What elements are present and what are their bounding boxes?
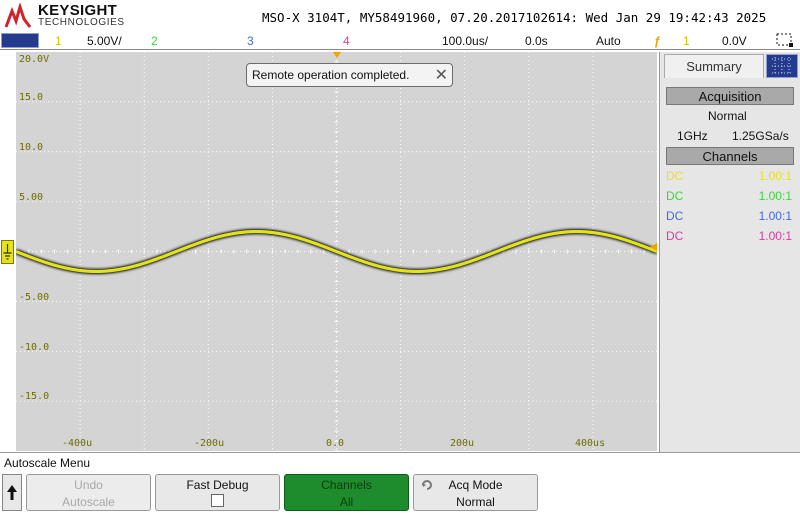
timebase-scale[interactable]: 100.0us/ — [442, 34, 489, 48]
x-label: -400u — [62, 438, 93, 449]
channel-row: DC 1.00:1 — [666, 228, 794, 246]
y-label: 5.00 — [19, 192, 44, 203]
waveform-display[interactable] — [16, 52, 657, 451]
softkey-label: Fast Debug — [186, 478, 249, 492]
tab-summary[interactable]: Summary — [664, 54, 764, 78]
ch3-label[interactable]: 3 — [247, 34, 254, 48]
ch2-coupling: DC — [666, 189, 684, 203]
notification-text: Remote operation completed. — [252, 68, 410, 82]
channel-row: DC 1.00:1 — [666, 208, 794, 226]
softkey-label: Acq Mode — [448, 478, 503, 492]
channel-row: DC 1.00:1 — [666, 168, 794, 186]
trigger-position-marker — [333, 52, 341, 58]
y-label: -5.00 — [19, 292, 50, 303]
instrument-info: MSO-X 3104T, MY58491960, 07.20.201710261… — [262, 10, 767, 25]
ch4-coupling: DC — [666, 229, 684, 243]
x-label: -200u — [194, 438, 225, 449]
grid-icon — [772, 57, 792, 75]
sample-rate-value: 1.25GSa/s — [732, 129, 789, 143]
ch2-label[interactable]: 2 — [151, 34, 158, 48]
brand-name: KEYSIGHT — [38, 2, 118, 19]
ch2-probe: 1.00:1 — [758, 189, 792, 203]
x-label: 400us — [575, 438, 606, 449]
y-label: 20.0V — [19, 54, 50, 65]
fast-debug-checkbox[interactable] — [211, 494, 224, 507]
notification-toast: Remote operation completed. ✕ — [246, 63, 453, 87]
channel-row: DC 1.00:1 — [666, 188, 794, 206]
ch1-waveform — [16, 229, 657, 274]
trigger-mode[interactable]: Auto — [596, 34, 621, 48]
x-label: 200u — [450, 438, 475, 449]
softkey-label: Undo — [74, 478, 103, 492]
softkey-label: Normal — [456, 495, 495, 509]
channel-menu-button[interactable] — [1, 33, 39, 48]
softkey-label: Channels — [321, 478, 372, 492]
up-arrow-icon — [7, 485, 17, 500]
trigger-level-marker — [650, 243, 657, 251]
channels-button[interactable]: Channels All — [284, 474, 409, 511]
y-label: -10.0 — [19, 342, 50, 353]
ch4-label[interactable]: 4 — [343, 34, 350, 48]
acq-mode-value: Normal — [708, 109, 747, 123]
entry-knob-icon — [422, 480, 432, 490]
selection-icon[interactable] — [776, 33, 794, 48]
status-bar: 1 5.00V/ 2 3 4 100.0us/ 0.0s Auto ƒ 1 0.… — [0, 32, 800, 50]
close-icon[interactable]: ✕ — [434, 67, 448, 84]
ch3-probe: 1.00:1 — [758, 209, 792, 223]
header: KEYSIGHT TECHNOLOGIES MSO-X 3104T, MY584… — [0, 0, 800, 32]
trigger-source[interactable]: 1 — [683, 34, 690, 48]
bandwidth-value: 1GHz — [677, 129, 708, 143]
acq-mode-button[interactable]: Acq Mode Normal — [413, 474, 538, 511]
brand-subtitle: TECHNOLOGIES — [38, 17, 125, 28]
trigger-edge-icon: ƒ — [654, 34, 661, 48]
y-label: 10.0 — [19, 142, 44, 153]
y-label: 15.0 — [19, 92, 44, 103]
ch1-ground-marker[interactable] — [1, 240, 14, 264]
softkey-label: All — [339, 495, 354, 509]
ch1-label[interactable]: 1 — [55, 34, 62, 48]
ch3-coupling: DC — [666, 209, 684, 223]
status-divider — [0, 49, 800, 50]
softkey-label: Autoscale — [62, 495, 115, 509]
fast-debug-button[interactable]: Fast Debug — [155, 474, 280, 511]
ch4-probe: 1.00:1 — [758, 229, 792, 243]
horizontal-delay[interactable]: 0.0s — [525, 34, 548, 48]
channels-header[interactable]: Channels — [666, 147, 794, 165]
ch1-coupling: DC — [666, 169, 684, 183]
ch1-scale[interactable]: 5.00V/ — [87, 34, 122, 48]
undo-autoscale-button[interactable]: Undo Autoscale — [26, 474, 151, 511]
trigger-level[interactable]: 0.0V — [722, 34, 747, 48]
softkey-bar: Autoscale Menu Undo Autoscale Fast Debug… — [0, 452, 800, 512]
ch1-probe: 1.00:1 — [758, 169, 792, 183]
menu-title: Autoscale Menu — [4, 456, 91, 470]
tab-grid[interactable] — [766, 54, 798, 78]
back-button[interactable] — [2, 474, 22, 511]
y-label: -15.0 — [19, 391, 50, 402]
waveform-canvas — [16, 52, 657, 451]
x-label: 0.0 — [326, 438, 345, 449]
keysight-logo-icon — [4, 3, 32, 28]
summary-panel: Summary Acquisition Normal 1GHz 1.25GSa/… — [659, 52, 800, 452]
acquisition-header[interactable]: Acquisition — [666, 87, 794, 105]
